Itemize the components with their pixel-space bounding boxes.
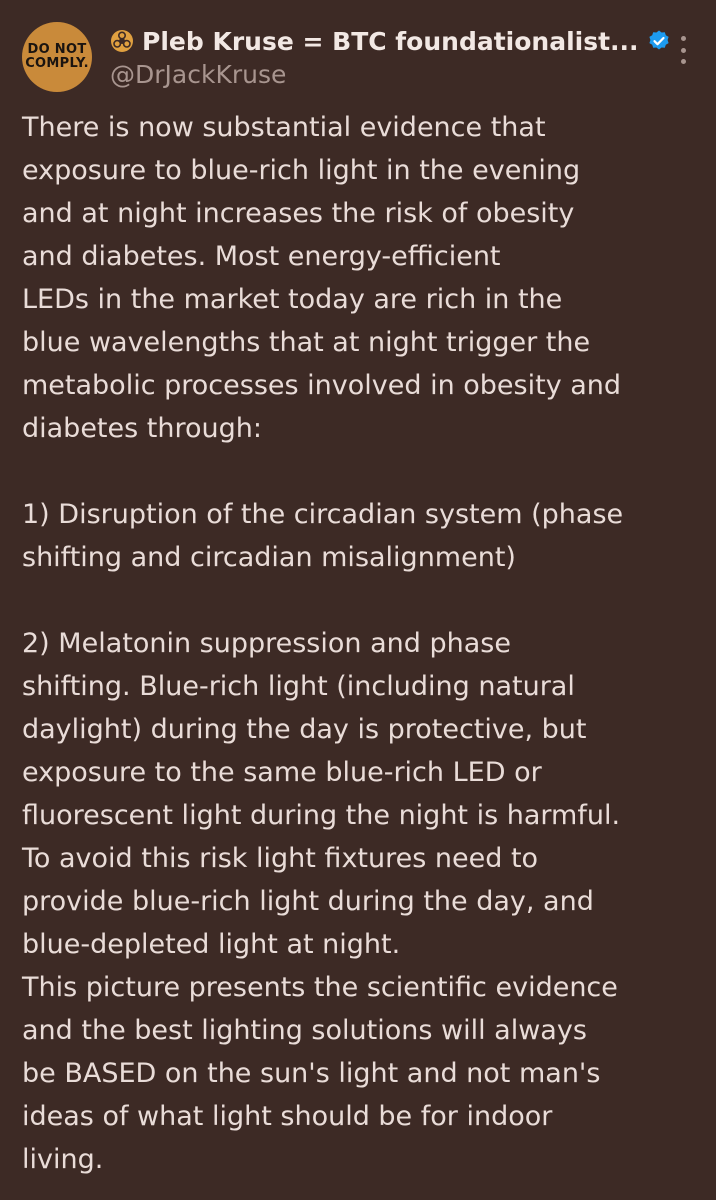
avatar-text-line-2: COMPLY. xyxy=(25,56,89,71)
tweet-paragraph-1: There is now substantial evidence that e… xyxy=(22,112,622,444)
author-handle[interactable]: @DrJackKruse xyxy=(110,60,287,89)
tweet-paragraph-3: 2) Melatonin suppression and phase shift… xyxy=(22,628,621,1175)
author-display-name[interactable]: Pleb Kruse = BTC foundationalist... xyxy=(142,26,639,56)
author-name-row[interactable]: Pleb Kruse = BTC foundationalist... xyxy=(110,26,670,56)
avatar[interactable]: DO NOT COMPLY. xyxy=(22,22,92,92)
avatar-text-line-1: DO NOT xyxy=(27,42,87,57)
tweet-header: Pleb Kruse = BTC foundationalist... @DrJ… xyxy=(110,26,670,89)
verified-badge-icon xyxy=(647,29,671,53)
tweet-paragraph-2: 1) Disruption of the circadian system (p… xyxy=(22,499,624,573)
biohazard-icon xyxy=(110,29,134,53)
more-options-icon[interactable] xyxy=(676,36,690,64)
tweet-body: There is now substantial evidence that e… xyxy=(22,106,702,1181)
